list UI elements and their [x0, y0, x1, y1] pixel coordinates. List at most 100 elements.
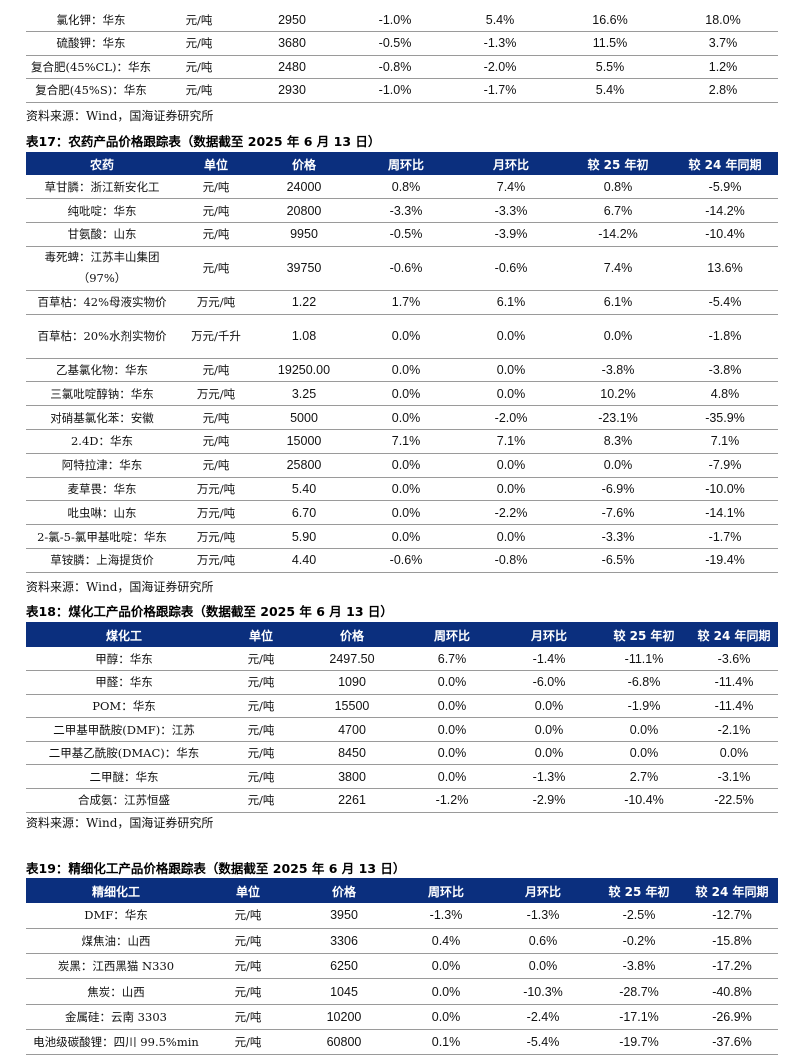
change-cell: 5.4% — [448, 8, 552, 32]
change-cell: -12.7% — [686, 903, 778, 929]
change-cell: 0.0% — [404, 694, 500, 719]
fertilizer-source-note: 资料来源：Wind，国海证券研究所 — [26, 109, 214, 123]
product-name-cell: 阿特拉津：华东 — [26, 453, 178, 478]
column-header: 较 25 年初 — [592, 880, 686, 903]
table17-source-note: 资料来源：Wind，国海证券研究所 — [26, 580, 214, 594]
change-cell: -15.8% — [686, 928, 778, 955]
table-row: 麦草畏：华东 万元/吨 5.40 0.0% 0.0% -6.9% -10.0% — [26, 477, 778, 502]
change-cell: 2.8% — [668, 78, 778, 103]
table-row: 2-氯-5-氯甲基吡啶：华东 万元/吨 5.90 0.0% 0.0% -3.3% -1.7% — [26, 524, 778, 550]
change-cell: 7.1% — [458, 429, 564, 454]
price-cell: 2480 — [242, 55, 342, 79]
change-cell: 0.0% — [404, 764, 500, 790]
table-row: 甲醛：华东 元/吨 1090 0.0% -6.0% -6.8% -11.4% — [26, 670, 778, 695]
column-header: 周环比 — [398, 880, 494, 903]
table17-caption: 表17：农药产品价格跟踪表（数据截至 2025 年 6 月 13 日） — [26, 134, 381, 149]
change-cell: -10.4% — [598, 788, 690, 813]
unit-cell: 元/吨 — [206, 978, 290, 1005]
table19-section: 精细化工 单位 价格 周环比 月环比较 25 年初较 24 年同期 DMF：华东 元/吨 3… — [26, 878, 778, 1056]
change-cell: 0.0% — [404, 670, 500, 695]
change-cell: -1.0% — [342, 8, 448, 32]
change-cell: -3.1% — [690, 764, 778, 790]
price-cell: 1.22 — [254, 290, 354, 315]
product-name-cell: 2-氯-5-氯甲基吡啶：华东 — [26, 524, 178, 550]
change-cell: 0.0% — [494, 953, 592, 980]
price-cell: 3800 — [300, 764, 404, 790]
change-cell: -3.3% — [564, 524, 672, 550]
change-cell: -11.4% — [690, 694, 778, 719]
change-cell: 0.0% — [458, 358, 564, 383]
change-cell: -3.3% — [354, 198, 458, 224]
column-header: 煤化工 — [26, 624, 222, 647]
product-name-cell: 金属硅：云南 3303 — [26, 1004, 206, 1030]
change-cell: -14.1% — [672, 500, 778, 526]
column-header: 周环比 — [404, 624, 500, 647]
change-cell: 5.5% — [552, 55, 668, 79]
product-name-cell: 二甲基甲酰胺(DMF)：江苏 — [26, 717, 222, 742]
change-cell: -10.3% — [494, 978, 592, 1005]
table-row: 对硝基氯化苯：安徽 元/吨 5000 0.0% -2.0% -23.1% -35.9% — [26, 405, 778, 431]
unit-cell: 元/吨 — [222, 647, 300, 672]
product-name-cell: 焦炭：山西 — [26, 978, 206, 1005]
price-cell: 1.08 — [254, 314, 354, 359]
change-cell: -5.9% — [672, 175, 778, 200]
change-cell: 2.7% — [598, 764, 690, 790]
product-name-cell: 乙基氯化物：华东 — [26, 358, 178, 383]
change-cell: 6.7% — [564, 198, 672, 224]
table18-source-note: 资料来源：Wind，国海证券研究所 — [26, 816, 214, 830]
price-cell: 15000 — [254, 429, 354, 454]
change-cell: 0.0% — [458, 381, 564, 407]
product-name-cell: 百草枯：20%水剂实物价 — [26, 314, 178, 359]
fertilizer-price-table: 氯化钾：华东 元/吨 2950 -1.0% 5.4% 16.6% 18.0% 硫酸钾：华东 元/… — [26, 8, 778, 103]
change-cell: -7.6% — [564, 500, 672, 526]
change-cell: -1.3% — [398, 903, 494, 929]
change-cell: -26.9% — [686, 1004, 778, 1030]
change-cell: 7.1% — [354, 429, 458, 454]
product-name-cell: 草甘膦：浙江新安化工 — [26, 175, 178, 200]
change-cell: -2.9% — [500, 788, 598, 813]
change-cell: -3.8% — [592, 953, 686, 980]
unit-cell: 元/吨 — [178, 405, 254, 431]
change-cell: 6.7% — [404, 647, 500, 672]
change-cell: 18.0% — [668, 8, 778, 32]
price-cell: 2497.50 — [300, 647, 404, 672]
table-row: 合成氨：江苏恒盛 元/吨 2261 -1.2% -2.9% -10.4% -22.5% — [26, 788, 778, 813]
unit-cell: 元/吨 — [206, 1029, 290, 1056]
unit-cell: 元/吨 — [156, 55, 242, 79]
column-header: 单位 — [178, 154, 254, 175]
table-row: DMF：华东 元/吨 3950 -1.3% -1.3% -2.5% -12.7% — [26, 903, 778, 929]
change-cell: 7.4% — [564, 246, 672, 291]
table19-caption: 表19：精细化工产品价格跟踪表（数据截至 2025 年 6 月 13 日） — [26, 861, 406, 876]
change-cell: 6.1% — [458, 290, 564, 315]
table-row: 二甲醚：华东 元/吨 3800 0.0% -1.3% 2.7% -3.1% — [26, 764, 778, 790]
change-cell: 0.1% — [398, 1029, 494, 1056]
change-cell: -11.1% — [598, 647, 690, 672]
column-header: 单位 — [222, 624, 300, 647]
price-cell: 5.40 — [254, 477, 354, 502]
unit-cell: 万元/吨 — [178, 381, 254, 407]
table-row: 焦炭：山西 元/吨 1045 0.0% -10.3% -28.7% -40.8% — [26, 978, 778, 1005]
price-cell: 3950 — [290, 903, 398, 929]
table-row: 阿特拉津：华东 元/吨 25800 0.0% 0.0% 0.0% -7.9% — [26, 453, 778, 478]
change-cell: -1.3% — [500, 764, 598, 790]
price-cell: 24000 — [254, 175, 354, 200]
change-cell: -1.3% — [494, 903, 592, 929]
unit-cell: 元/吨 — [222, 694, 300, 719]
price-cell: 3.25 — [254, 381, 354, 407]
unit-cell: 元/吨 — [156, 78, 242, 103]
change-cell: 0.0% — [354, 477, 458, 502]
price-cell: 39750 — [254, 246, 354, 291]
price-cell: 2261 — [300, 788, 404, 813]
change-cell: -6.0% — [500, 670, 598, 695]
change-cell: -2.5% — [592, 903, 686, 929]
change-cell: -3.8% — [564, 358, 672, 383]
unit-cell: 元/吨 — [222, 764, 300, 790]
change-cell: -0.5% — [354, 222, 458, 247]
change-cell: -3.8% — [672, 358, 778, 383]
product-name-cell: 吡虫啉：山东 — [26, 500, 178, 526]
change-cell: 1.7% — [354, 290, 458, 315]
change-cell: -0.2% — [592, 928, 686, 955]
table-row: 百草枯：20%水剂实物价 万元/千升 1.08 0.0% 0.0% 0.0% -1.8% — [26, 314, 778, 359]
product-name-cell: 毒死蜱：江苏丰山集团（97%） — [26, 246, 178, 291]
product-name-cell: 对硝基氯化苯：安徽 — [26, 405, 178, 431]
